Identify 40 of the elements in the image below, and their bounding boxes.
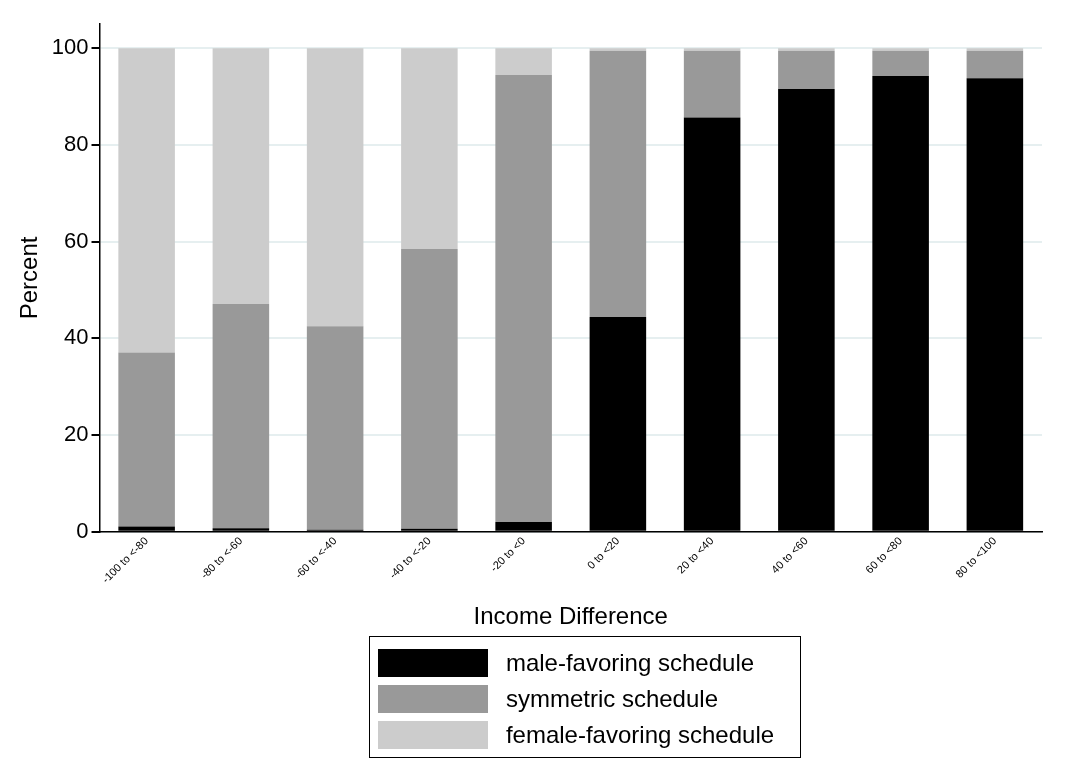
x-tick-label: -80 to <-60 <box>198 534 245 581</box>
bar <box>778 50 835 89</box>
bar <box>118 352 175 527</box>
bar <box>495 48 552 75</box>
x-tick-label: -40 to <-20 <box>386 534 433 581</box>
x-tick-label: 40 to <60 <box>768 534 810 576</box>
x-tick-label: -100 to <-80 <box>99 534 151 586</box>
y-tick-label: 0 <box>76 517 89 543</box>
bar <box>589 50 647 318</box>
y-tick-label: 60 <box>64 227 89 253</box>
bar <box>589 48 647 51</box>
x-tick-label: 60 to <80 <box>863 534 905 576</box>
legend-label: male-favoring schedule <box>505 649 755 677</box>
y-tick-label: 100 <box>51 34 89 60</box>
bar <box>306 326 364 530</box>
legend-label: symmetric schedule <box>505 685 718 713</box>
bar <box>118 48 175 353</box>
y-axis-title: Percent <box>15 236 43 320</box>
x-axis-title: Income Difference <box>473 602 668 630</box>
bar <box>683 48 741 51</box>
bar <box>778 48 835 51</box>
x-tick-label: -60 to <-40 <box>292 534 339 581</box>
legend-label: female-favoring schedule <box>505 721 775 749</box>
x-tick-label: -20 to <0 <box>487 534 528 574</box>
bar <box>401 48 458 249</box>
y-tick-label: 40 <box>64 324 89 350</box>
bar <box>872 50 929 76</box>
y-tick-label: 20 <box>64 421 89 447</box>
x-tick-label: 20 to <40 <box>674 534 716 576</box>
bar <box>683 50 741 118</box>
bar <box>872 48 929 51</box>
y-tick-label: 80 <box>64 131 89 157</box>
bar <box>306 48 364 327</box>
bar <box>495 74 552 523</box>
bar <box>212 48 270 305</box>
bar <box>966 50 1024 79</box>
bar <box>401 248 458 529</box>
bar <box>212 304 270 529</box>
bar <box>966 48 1024 51</box>
x-tick-label: 0 to <20 <box>584 534 622 572</box>
